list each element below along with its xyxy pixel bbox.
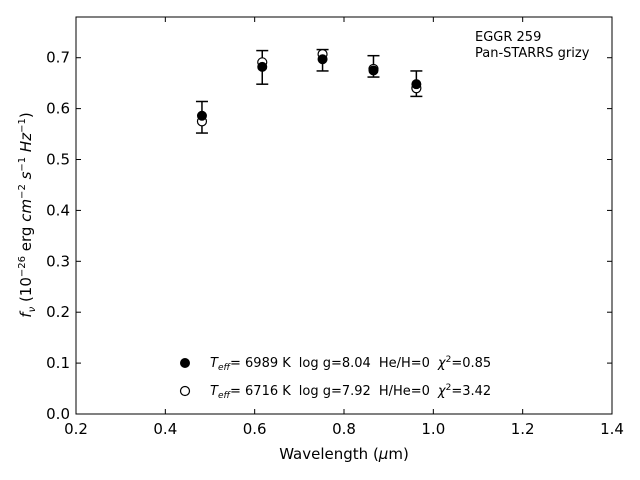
model-point-filled	[196, 110, 207, 121]
y-axis-title: fν (10−26 erg cm−2 s−1 Hz−1)	[17, 112, 38, 317]
y-tick-label: 0.1	[46, 354, 70, 372]
data-marks	[195, 48, 423, 134]
y-tick-label: 0.6	[46, 100, 70, 118]
x-tick-label: 0.6	[243, 420, 267, 438]
y-tick-label: 0.7	[46, 49, 70, 67]
annotation-object: EGGR 259	[475, 30, 541, 45]
x-tick-label: 0.2	[64, 420, 88, 438]
axis-ticks: 0.2 0.4 0.6 0.8 1.0 1.2 1.4 0.0 0.1 0.2 0.3 0.4 0.5 0…	[46, 17, 624, 438]
y-tick-label: 0.5	[46, 151, 70, 169]
model-point-filled	[368, 65, 379, 76]
y-tick-label: 0.4	[46, 201, 70, 219]
y-tick-label: 0.3	[46, 252, 70, 270]
legend-marker-filled	[180, 358, 190, 368]
y-tick-label: 0.0	[46, 405, 70, 423]
x-tick-label: 1.2	[511, 420, 535, 438]
x-tick-label: 0.4	[153, 420, 177, 438]
plot-frame	[75, 16, 613, 415]
model-point-filled	[317, 54, 328, 65]
model-point-filled	[257, 61, 268, 72]
annotation-survey: Pan-STARRS grizy	[475, 46, 590, 61]
y-tick-label: 0.2	[46, 303, 70, 321]
model-point-filled	[411, 79, 422, 90]
x-tick-label: 0.8	[332, 420, 356, 438]
x-tick-label: 1.4	[600, 420, 624, 438]
legend-marker-open	[179, 385, 191, 397]
x-axis-title: Wavelength (μm)	[279, 445, 409, 463]
x-tick-label: 1.0	[421, 420, 445, 438]
